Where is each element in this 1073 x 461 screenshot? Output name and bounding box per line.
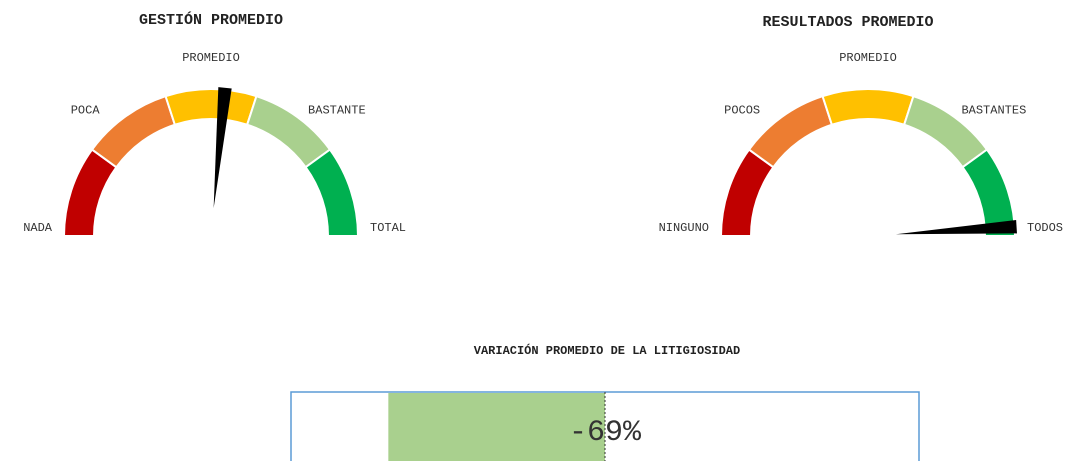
bar [388, 393, 605, 461]
gauge-title: GESTIÓN PROMEDIO [139, 11, 283, 29]
gauge-needle [213, 87, 232, 209]
gauge-segment [304, 148, 360, 237]
gauge-segment [747, 94, 834, 169]
gauge-label: TODOS [1027, 221, 1063, 235]
bar-title: VARIACIÓN PROMEDIO DE LA LITIGIOSIDAD [474, 343, 740, 358]
gauge-label: PROMEDIO [839, 51, 897, 65]
gauge-segment [961, 148, 1017, 237]
gauge-segment [164, 88, 258, 126]
gauge-segment [90, 94, 177, 169]
gauge-segment [821, 88, 915, 126]
gauge-label: PROMEDIO [182, 51, 240, 65]
gauge-label: NADA [23, 221, 53, 235]
gauge-label: NINGUNO [659, 221, 709, 235]
gauge-label: TOTAL [370, 221, 406, 235]
gauge-needle [895, 219, 1017, 235]
gauge-label: BASTANTES [961, 103, 1026, 117]
gauge-title: RESULTADOS PROMEDIO [762, 14, 933, 31]
gauge-label: POCA [71, 103, 101, 117]
gauge-label: BASTANTE [308, 103, 366, 117]
gauge-label: POCOS [724, 103, 760, 117]
